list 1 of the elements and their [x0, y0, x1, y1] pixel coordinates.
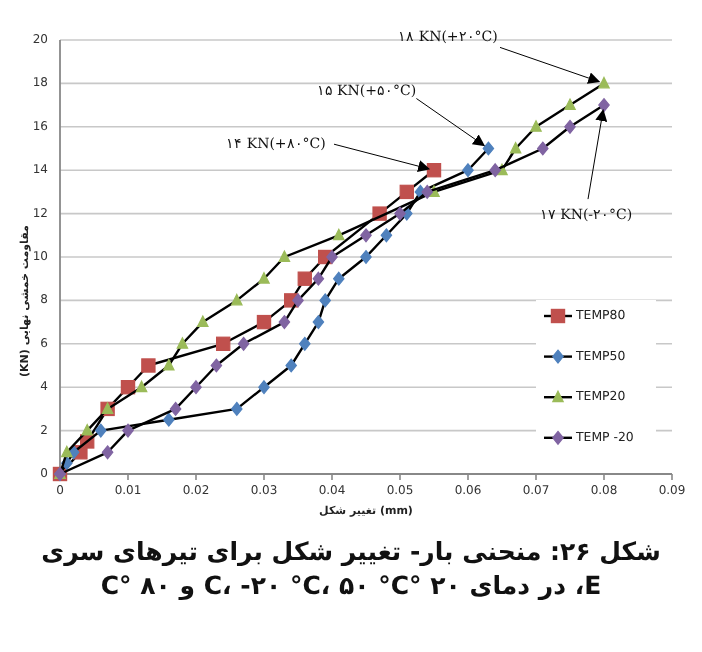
- text: شکل ۲۶: منحنی بار- تغییر شکل برای تیرهای سری E، در دمای ۲۰ °C، -۲۰ °C، ۵۰ °C و ۸۰ °C: [40, 534, 662, 602]
